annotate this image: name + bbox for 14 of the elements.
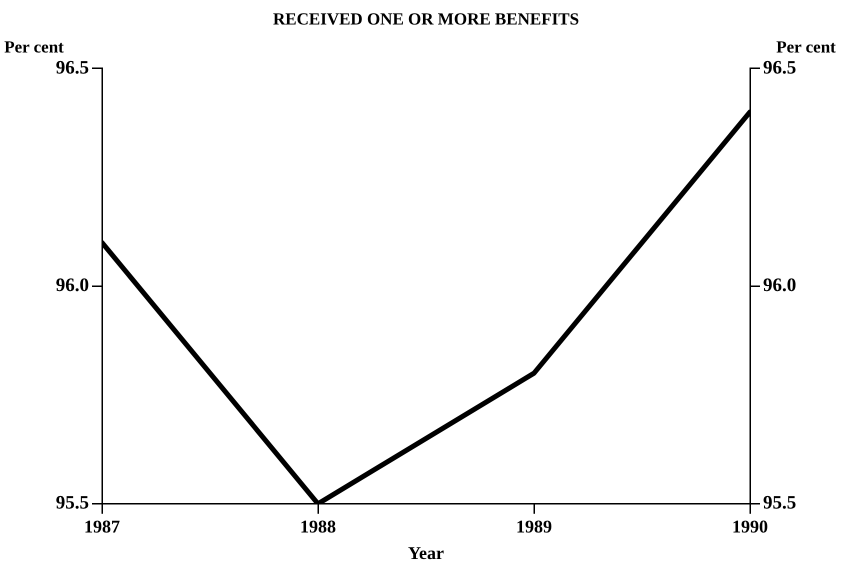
y2-tick-label: 96.5: [763, 57, 796, 78]
x-axis-title: Year: [408, 542, 444, 563]
y-axis-title: Per cent: [4, 37, 64, 56]
y-tick-label: 96.5: [56, 57, 89, 78]
y2-tick-label: 96.0: [763, 275, 796, 296]
x-tick-label: 1987: [84, 516, 120, 536]
y2-axis-title: Per cent: [776, 37, 836, 56]
y-tick-label: 96.0: [56, 275, 89, 296]
x-tick-label: 1990: [732, 516, 768, 536]
y-tick-label: 95.5: [56, 492, 89, 514]
x-tick-label: 1988: [300, 516, 336, 536]
y2-tick-label: 95.5: [763, 492, 796, 514]
x-tick-label: 1989: [516, 516, 552, 536]
chart-title: RECEIVED ONE OR MORE BENEFITS: [272, 10, 580, 29]
